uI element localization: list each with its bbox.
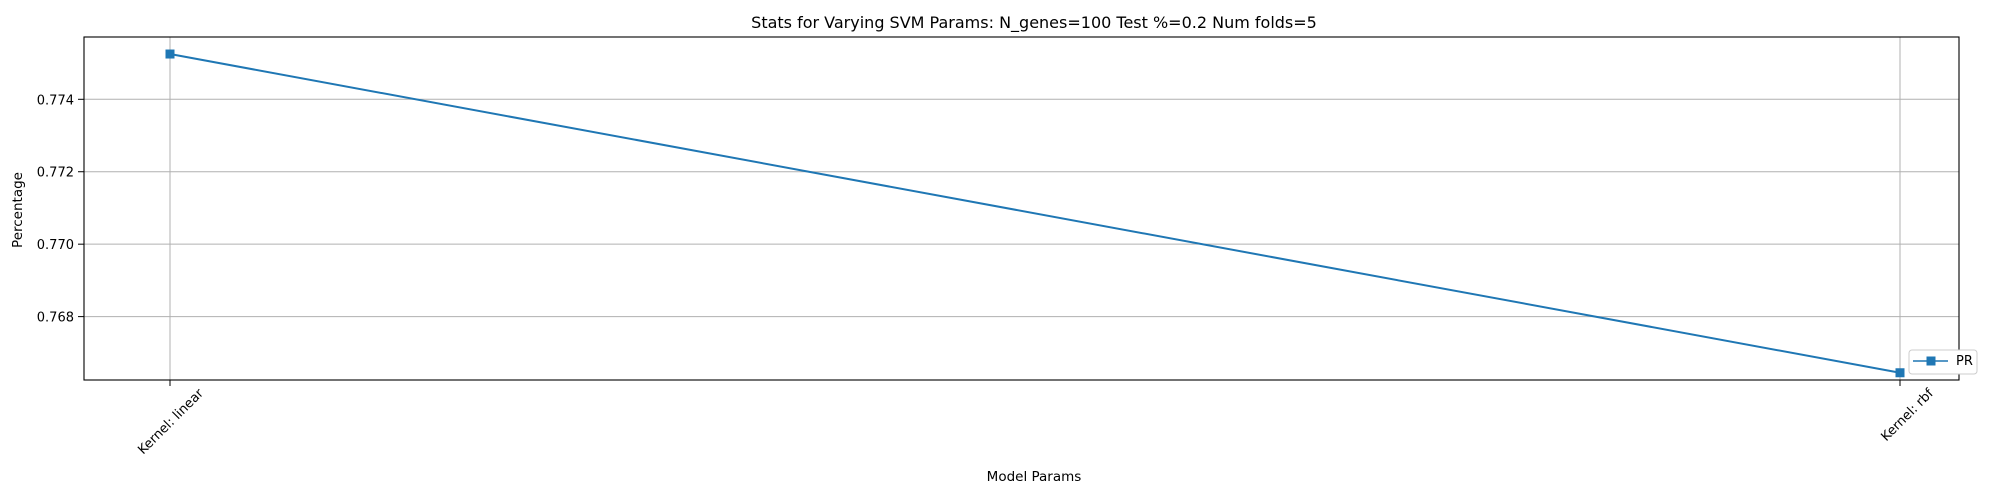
data-point-pr-0 (165, 49, 175, 59)
y-axis-label: Percentage (10, 172, 26, 248)
legend: PR (1908, 349, 1978, 375)
legend-box (1908, 349, 1978, 375)
grid-layer (84, 37, 1959, 380)
legend-label-pr: PR (1956, 354, 1973, 369)
series-layer (165, 49, 1905, 378)
y-tick-label-3: 0.774 (37, 93, 74, 108)
data-point-pr-1 (1895, 368, 1905, 378)
chart-title: Stats for Varying SVM Params: N_genes=10… (751, 13, 1317, 33)
x-axis-label: Model Params (987, 469, 1082, 485)
y-tick-label-0: 0.768 (37, 311, 74, 326)
series-line-pr (169, 53, 1901, 374)
axes-frame (83, 36, 1960, 381)
y-tick-label-2: 0.772 (37, 166, 74, 181)
legend-marker-pr (1926, 356, 1936, 366)
y-tick-label-1: 0.770 (37, 238, 74, 253)
